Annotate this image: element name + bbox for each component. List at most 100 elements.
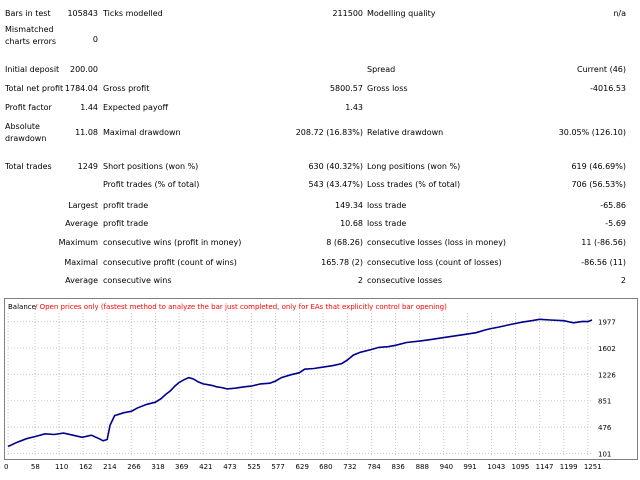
report-cell: profit trade: [103, 219, 149, 228]
report-cell: Maximal drawdown: [103, 128, 181, 137]
report-cell: Long positions (won %): [367, 162, 461, 171]
report-cell: Modelling quality: [367, 9, 436, 18]
report-cell: 208.72 (16.83%): [295, 128, 363, 137]
report-cell: consecutive wins: [103, 276, 172, 285]
report-cell: Expected payoff: [103, 103, 168, 112]
y-tick-label: 851: [598, 398, 611, 406]
report-cell: 619 (46.69%): [571, 162, 626, 171]
report-cell: 211500: [332, 9, 363, 18]
y-tick-label: 476: [598, 424, 612, 432]
x-tick-label: 214: [103, 463, 117, 471]
report-cell: 1784.04: [64, 84, 98, 93]
x-tick-label: 732: [343, 463, 357, 471]
x-tick-label: 784: [367, 463, 381, 471]
report-cell: Ticks modelled: [103, 9, 163, 18]
legend-modelling-note: / Open prices only (fastest method to an…: [35, 303, 447, 311]
report-cell: loss trade: [367, 219, 407, 228]
legend-series-label: Balance: [8, 303, 36, 311]
x-tick-label: 369: [175, 463, 189, 471]
report-cell: 200.00: [70, 65, 98, 74]
report-cell: 11 (-86.56): [581, 238, 626, 247]
report-cell: 1.44: [80, 103, 98, 112]
report-cell: 5800.57: [329, 84, 363, 93]
report-cell: 149.34: [335, 201, 363, 210]
report-cell: 543 (43.47%): [308, 180, 363, 189]
x-tick-label: 58: [30, 463, 40, 471]
report-cell: 2: [620, 276, 626, 285]
x-tick-label: 940: [439, 463, 454, 471]
x-tick-label: 680: [319, 463, 333, 471]
report-cell: Maximal: [64, 258, 98, 267]
x-tick-label: 1095: [511, 463, 530, 471]
report-cell: -5.69: [605, 219, 626, 228]
report-cell: loss trade: [367, 201, 407, 210]
x-tick-label: 1199: [559, 463, 578, 471]
report-cell: Total trades: [5, 162, 52, 171]
report-cell: Average: [65, 276, 98, 285]
report-cell: Profit trades (% of total): [103, 180, 200, 189]
report-cell: 1249: [77, 162, 98, 171]
report-cell: 630 (40.32%): [308, 162, 363, 171]
report-cell: consecutive losses: [367, 276, 443, 285]
report-cell: Gross loss: [367, 84, 408, 93]
report-cell: 8 (68.26): [326, 238, 363, 247]
report-cell: -65.86: [600, 201, 626, 210]
x-tick-label: 991: [463, 463, 477, 471]
report-cell: -86.56 (11): [581, 258, 626, 267]
x-tick-label: 0: [4, 463, 9, 471]
report-cell: 1.43: [345, 103, 363, 112]
x-tick-label: 1251: [583, 463, 602, 471]
report-cell: 105843: [67, 9, 98, 18]
y-tick-label: 1977: [598, 319, 616, 327]
report-cell: 0: [92, 35, 98, 44]
report-cell: Average: [65, 219, 98, 228]
x-tick-label: 1043: [487, 463, 506, 471]
balance-series-line: [7, 318, 593, 448]
report-cell: Spread: [367, 65, 396, 74]
report-cell: 706 (56.53%): [571, 180, 626, 189]
report-cell: n/a: [613, 9, 626, 18]
balance-chart: Balance / Open prices only (fastest meth…: [7, 303, 616, 458]
report-cell: 10.68: [340, 219, 363, 228]
report-cell: Loss trades (% of total): [367, 180, 461, 189]
x-tick-label: 162: [79, 463, 93, 471]
report-cell: 165.78 (2): [321, 258, 363, 267]
x-tick-label: 629: [295, 463, 309, 471]
x-tick-label: 110: [54, 463, 69, 471]
x-tick-label: 318: [151, 463, 165, 471]
x-tick-label: 266: [127, 463, 141, 471]
y-tick-label: 101: [598, 450, 611, 458]
report-cell: Profit factor: [5, 103, 52, 112]
report-cell: Gross profit: [103, 84, 150, 93]
report-cell: consecutive losses (loss in money): [367, 238, 507, 247]
x-tick-label: 473: [223, 463, 237, 471]
x-tick-label: 836: [391, 463, 405, 471]
report-cell: consecutive loss (count of losses): [367, 258, 502, 267]
balance-chart-panel: Balance / Open prices only (fastest meth…: [4, 298, 638, 460]
report-cell: Largest: [68, 201, 98, 210]
report-cell: 11.08: [75, 128, 98, 137]
report-cell: profit trade: [103, 201, 149, 210]
report-cell: -4016.53: [590, 84, 626, 93]
report-cell: Absolute: [5, 122, 40, 131]
y-tick-label: 1226: [598, 371, 616, 379]
report-cell: Total net profit: [5, 84, 64, 93]
report-cell: Maximum: [58, 238, 98, 247]
report-cell: Bars in test: [5, 9, 51, 18]
x-tick-label: 525: [247, 463, 261, 471]
report-cell: Initial deposit: [5, 65, 60, 74]
report-cell: 30.05% (126.10): [558, 128, 626, 137]
report-cell: Relative drawdown: [367, 128, 444, 137]
y-tick-label: 1602: [598, 345, 616, 353]
report-cell: charts errors: [5, 37, 57, 46]
report-cell: Short positions (won %): [103, 162, 199, 171]
report-cell: drawdown: [5, 134, 47, 143]
x-tick-label: 421: [199, 463, 213, 471]
report-cell: consecutive wins (profit in money): [103, 238, 242, 247]
x-tick-label: 1147: [535, 463, 554, 471]
report-cell: 2: [357, 276, 363, 285]
report-cell: consecutive profit (count of wins): [103, 258, 237, 267]
x-tick-label: 577: [271, 463, 285, 471]
report-cell: Mismatched: [5, 25, 54, 34]
report-cell: Current (46): [576, 65, 626, 74]
